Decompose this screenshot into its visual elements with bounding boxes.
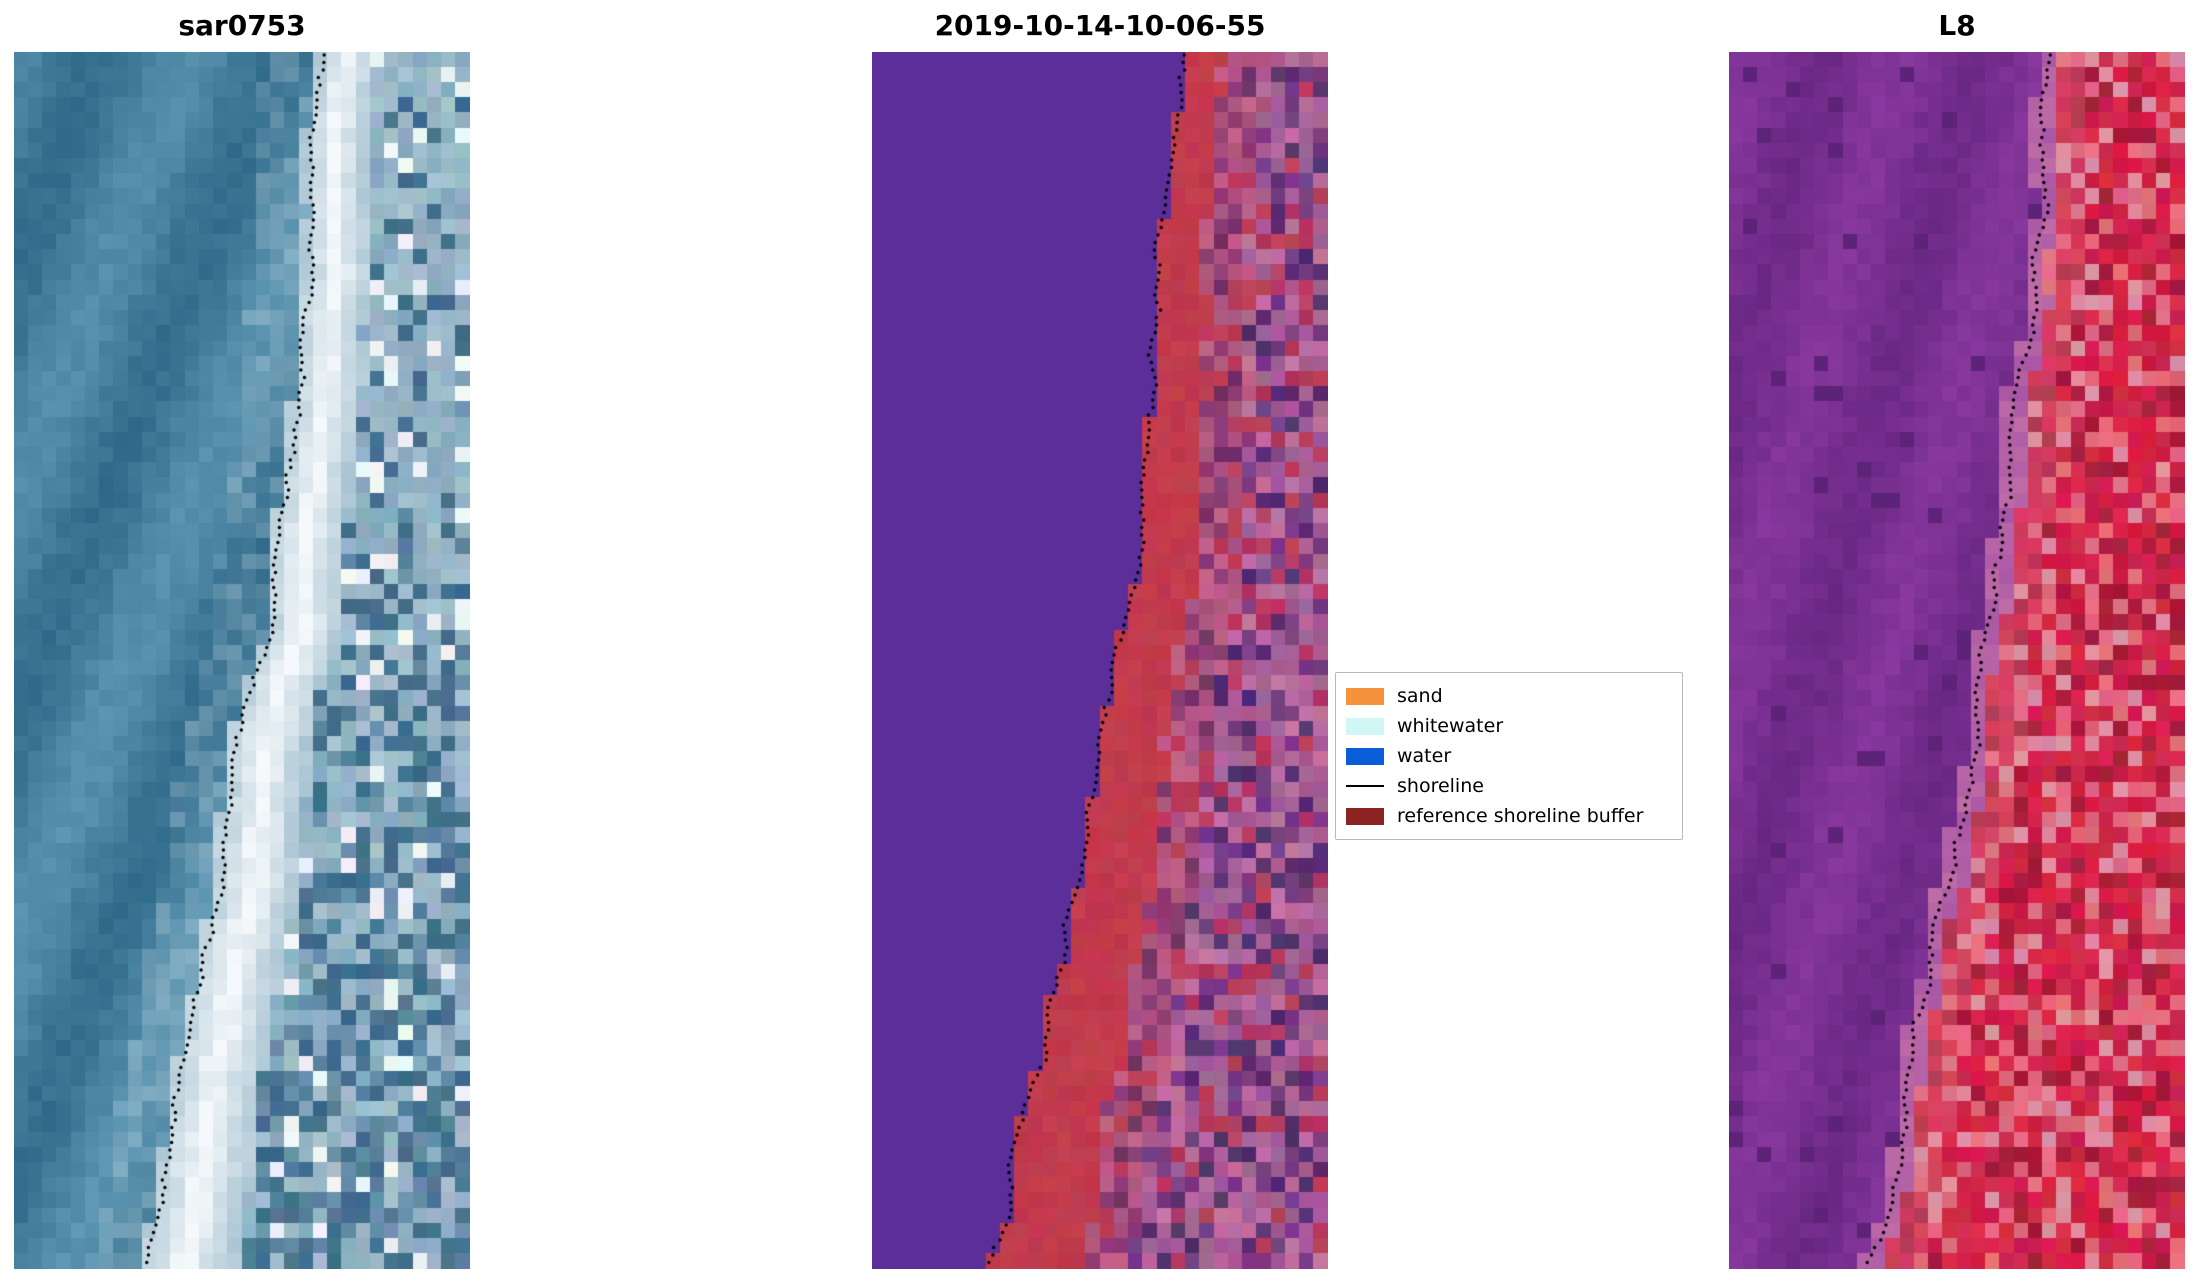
shoreline-swatch-icon — [1346, 785, 1384, 787]
panel-title-classified: 2019-10-14-10-06-55 — [934, 9, 1266, 42]
panel-title-sar0753: sar0753 — [178, 9, 306, 42]
panel-classified: 2019-10-14-10-06-55 — [872, 6, 1328, 1269]
whitewater-swatch-icon — [1346, 717, 1384, 735]
legend-item: sand — [1346, 681, 1672, 711]
legend-label: shoreline — [1397, 775, 1484, 797]
legend-label: water — [1397, 745, 1452, 767]
legend-item: whitewater — [1346, 711, 1672, 741]
legend-item: water — [1346, 741, 1672, 771]
legend-label: whitewater — [1397, 715, 1504, 737]
reference-shoreline-buffer-swatch-icon — [1346, 807, 1384, 825]
sand-swatch-icon — [1346, 687, 1384, 705]
legend-label: reference shoreline buffer — [1397, 805, 1644, 827]
water-swatch-icon — [1346, 747, 1384, 765]
panel-title-l8: L8 — [1938, 9, 1976, 42]
classified-image — [872, 52, 1328, 1269]
legend-label: sand — [1397, 685, 1443, 707]
l8-false-color-image — [1729, 52, 2185, 1269]
legend: sand whitewater water shoreline reference sh… — [1335, 672, 1683, 840]
sar0753-satellite-image — [14, 52, 470, 1269]
legend-item: reference shoreline buffer — [1346, 801, 1672, 831]
panel-sar0753: sar0753 — [14, 6, 470, 1269]
panel-l8: L8 — [1729, 6, 2185, 1269]
legend-item: shoreline — [1346, 771, 1672, 801]
